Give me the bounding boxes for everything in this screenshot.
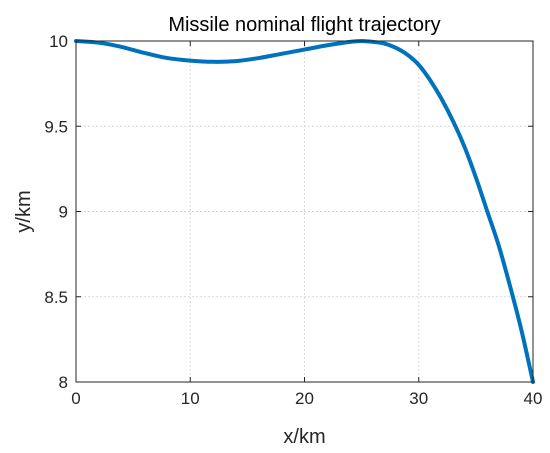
- x-tick-label: 20: [295, 389, 314, 408]
- y-axis-ticks: 8 8.5 9 9.5 10: [44, 32, 533, 392]
- x-tick-label: 40: [524, 389, 543, 408]
- y-tick-label: 10: [49, 32, 68, 51]
- x-axis-label: x/km: [283, 426, 325, 448]
- y-tick-label: 8: [59, 373, 68, 392]
- grid: [75, 40, 534, 383]
- x-tick-label: 30: [409, 389, 428, 408]
- x-tick-label: 10: [181, 389, 200, 408]
- y-tick-label: 8.5: [44, 288, 68, 307]
- series-layer: [74, 39, 535, 384]
- y-axis-label: y/km: [13, 190, 35, 232]
- y-tick-label: 9: [59, 203, 68, 222]
- chart-title: Missile nominal flight trajectory: [168, 14, 440, 36]
- x-tick-label: 0: [71, 389, 80, 408]
- y-tick-label: 9.5: [44, 117, 68, 136]
- x-axis-ticks: 0 10 20 30 40: [71, 41, 542, 408]
- trajectory-line-0: [74, 39, 535, 384]
